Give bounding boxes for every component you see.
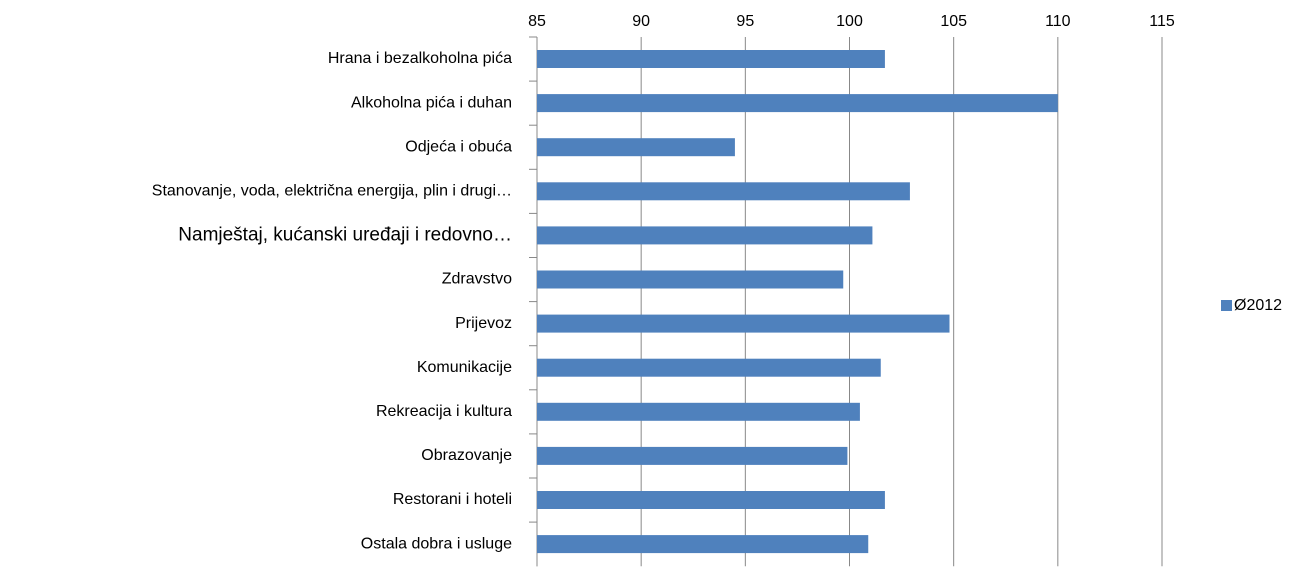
y-tick-label: Rekreacija i kultura	[376, 403, 512, 420]
x-tick-label: 90	[632, 13, 650, 30]
y-tick-label: Obrazovanje	[421, 447, 512, 464]
y-tick-label: Ostala dobra i usluge	[361, 535, 512, 552]
y-tick-label: Zdravstvo	[442, 271, 512, 288]
legend-label: Ø2012	[1234, 297, 1282, 314]
bar	[537, 270, 844, 289]
x-tick-label: 110	[1045, 13, 1071, 30]
y-tick-label: Prijevoz	[455, 315, 512, 332]
y-tick-label: Stanovanje, voda, električna energija, p…	[152, 183, 512, 200]
bar	[537, 358, 881, 377]
bar	[537, 314, 950, 333]
bar	[537, 535, 869, 554]
y-tick-label: Alkoholna pića i duhan	[351, 94, 512, 111]
x-tick-label: 95	[736, 13, 754, 30]
x-tick-label: 100	[836, 13, 863, 30]
legend-swatch	[1221, 300, 1232, 311]
bar	[537, 138, 735, 157]
y-tick-label: Hrana i bezalkoholna pića	[328, 50, 512, 67]
y-tick-label: Namještaj, kućanski uređaji i redovno…	[178, 224, 512, 245]
bar	[537, 50, 885, 68]
bar	[537, 446, 848, 465]
bar	[537, 491, 885, 509]
y-tick-label: Odjeća i obuća	[405, 138, 512, 155]
x-tick-label: 105	[940, 13, 967, 30]
x-tick-label: 85	[528, 13, 546, 30]
y-tick-label: Komunikacije	[417, 359, 512, 376]
bar	[537, 182, 910, 201]
x-tick-label: 115	[1149, 13, 1175, 30]
bar	[537, 226, 873, 245]
y-tick-label: Restorani i hoteli	[393, 491, 512, 508]
bar	[537, 402, 860, 421]
bar	[537, 94, 1058, 113]
